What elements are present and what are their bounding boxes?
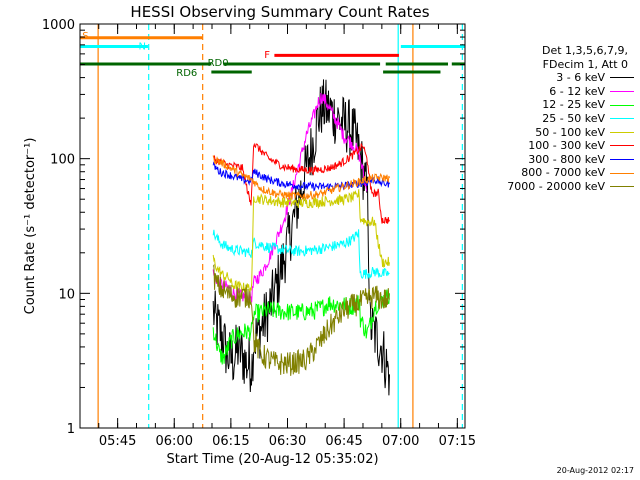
legend-item-label: 25 - 50 keV bbox=[542, 111, 605, 125]
legend-item: 25 - 50 keV bbox=[470, 112, 634, 126]
legend-item-swatch bbox=[610, 145, 634, 147]
series-line-2 bbox=[212, 289, 390, 365]
legend-item: 800 - 7000 keV bbox=[470, 166, 634, 180]
series-line-7 bbox=[212, 155, 390, 201]
flag-label-rd0: RD0 bbox=[208, 58, 229, 69]
legend-header-line-2: FDecim 1, Att 0 bbox=[542, 57, 628, 71]
series-line-8 bbox=[212, 263, 390, 376]
legend-item-label: 12 - 25 keV bbox=[542, 98, 605, 112]
x-tick-label: 05:45 bbox=[99, 434, 136, 449]
legend-item-label: 100 - 300 keV bbox=[528, 139, 605, 153]
y-tick-label: 100 bbox=[50, 153, 75, 168]
legend-item-swatch bbox=[610, 172, 634, 174]
plot-frame bbox=[79, 23, 466, 429]
legend-item-label: 300 - 800 keV bbox=[528, 152, 605, 166]
series-line-3 bbox=[212, 229, 390, 279]
series-line-0 bbox=[212, 79, 390, 396]
y-axis-label: Count Rate (s⁻¹ detector⁻¹) bbox=[23, 138, 38, 315]
legend-item: 300 - 800 keV bbox=[470, 153, 634, 167]
legend-item-swatch bbox=[610, 159, 634, 161]
legend-item: 12 - 25 keV bbox=[470, 98, 634, 112]
flag-label-rd6: RD6 bbox=[176, 68, 197, 79]
legend-header-line-1: Det 1,3,5,6,7,9, bbox=[541, 44, 628, 57]
x-tick-label: 07:00 bbox=[382, 434, 419, 449]
flag-label-n: N bbox=[139, 42, 146, 53]
legend-item-swatch bbox=[610, 118, 634, 120]
legend-item: 100 - 300 keV bbox=[470, 139, 634, 153]
legend: Det 1,3,5,6,7,9, FDecim 1, Att 0 3 - 6 k… bbox=[470, 44, 634, 194]
legend-item-swatch bbox=[610, 186, 634, 188]
x-tick-label: 06:00 bbox=[156, 434, 193, 449]
legend-item-label: 7000 - 20000 keV bbox=[507, 179, 605, 193]
x-tick-label: 06:15 bbox=[212, 434, 249, 449]
legend-item-swatch bbox=[610, 77, 634, 79]
footer-date: 20-Aug-2012 02:17 bbox=[556, 466, 634, 475]
x-tick-label: 07:15 bbox=[439, 434, 476, 449]
x-tick-label: 06:45 bbox=[325, 434, 362, 449]
series-line-5 bbox=[212, 142, 390, 224]
legend-item: 3 - 6 keV bbox=[470, 71, 634, 85]
x-tick-label: 06:30 bbox=[269, 434, 306, 449]
legend-item-swatch bbox=[610, 131, 634, 133]
legend-item-swatch bbox=[610, 91, 634, 93]
legend-item-label: 50 - 100 keV bbox=[535, 125, 605, 139]
legend-item: 7000 - 20000 keV bbox=[470, 180, 634, 194]
x-axis-label: Start Time (20-Aug-12 05:35:02) bbox=[166, 452, 379, 467]
y-tick-label: 1000 bbox=[42, 18, 75, 33]
legend-item-label: 3 - 6 keV bbox=[556, 71, 605, 85]
legend-item: 6 - 12 keV bbox=[470, 85, 634, 99]
legend-item-label: 800 - 7000 keV bbox=[521, 166, 605, 180]
legend-item: 50 - 100 keV bbox=[470, 126, 634, 140]
y-tick-label: 10 bbox=[58, 287, 75, 302]
flag-label-s: S bbox=[82, 31, 88, 42]
legend-item-swatch bbox=[610, 104, 634, 106]
legend-item-label: 6 - 12 keV bbox=[549, 84, 605, 98]
y-tick-label: 1 bbox=[67, 422, 75, 437]
chart-title: HESSI Observing Summary Count Rates bbox=[130, 3, 430, 21]
legend-entries: 3 - 6 keV 6 - 12 keV 12 - 25 keV 25 - 50 ke… bbox=[470, 71, 634, 193]
flag-label-f: F bbox=[264, 50, 270, 61]
